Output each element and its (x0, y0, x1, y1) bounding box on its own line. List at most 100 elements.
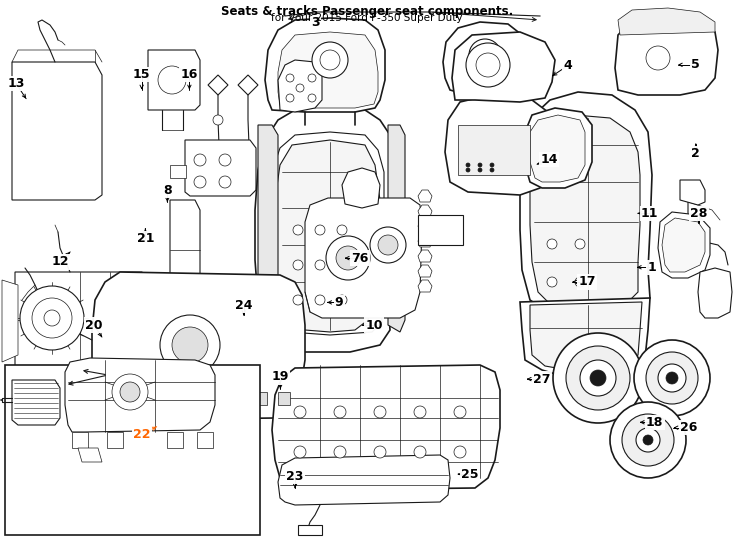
Text: 23: 23 (286, 470, 304, 483)
Polygon shape (205, 392, 217, 405)
Text: 3: 3 (311, 16, 320, 29)
Circle shape (308, 74, 316, 82)
Circle shape (547, 277, 557, 287)
Polygon shape (278, 455, 450, 505)
Polygon shape (418, 265, 432, 277)
Polygon shape (265, 18, 385, 112)
Polygon shape (443, 22, 526, 95)
Circle shape (112, 374, 148, 410)
Circle shape (337, 295, 347, 305)
Polygon shape (170, 200, 200, 292)
Polygon shape (278, 32, 378, 108)
Polygon shape (418, 250, 432, 262)
Circle shape (286, 94, 294, 102)
Polygon shape (342, 168, 380, 208)
Text: 22: 22 (133, 428, 150, 441)
Polygon shape (298, 525, 322, 535)
Polygon shape (662, 218, 705, 272)
Circle shape (219, 176, 231, 188)
Circle shape (378, 235, 398, 255)
Circle shape (478, 168, 482, 172)
Text: 19: 19 (272, 370, 289, 383)
Circle shape (370, 227, 406, 263)
Polygon shape (167, 432, 183, 448)
Text: 12: 12 (51, 255, 69, 268)
Circle shape (490, 168, 494, 172)
Circle shape (374, 406, 386, 418)
Circle shape (213, 115, 223, 125)
Text: 9: 9 (335, 296, 344, 309)
Circle shape (293, 295, 303, 305)
Polygon shape (658, 212, 710, 278)
Bar (418, 215, 463, 245)
Circle shape (646, 46, 670, 70)
Circle shape (643, 435, 653, 445)
Polygon shape (12, 380, 60, 425)
Text: 2: 2 (691, 147, 700, 160)
Polygon shape (520, 298, 650, 378)
Text: 26: 26 (680, 421, 697, 434)
Circle shape (294, 406, 306, 418)
Polygon shape (255, 392, 267, 405)
Circle shape (296, 84, 304, 92)
Circle shape (454, 446, 466, 458)
Polygon shape (305, 198, 422, 318)
Circle shape (414, 406, 426, 418)
Circle shape (286, 74, 294, 82)
Polygon shape (418, 205, 432, 217)
Polygon shape (180, 392, 192, 405)
Circle shape (326, 236, 370, 280)
Polygon shape (698, 268, 732, 318)
Text: Seats & tracks Passenger seat components.: Seats & tracks Passenger seat components… (221, 5, 513, 18)
Circle shape (490, 163, 494, 167)
Polygon shape (2, 280, 18, 362)
Polygon shape (107, 432, 123, 448)
Polygon shape (272, 365, 500, 490)
Text: 1: 1 (647, 261, 656, 274)
Circle shape (293, 225, 303, 235)
Circle shape (219, 154, 231, 166)
Polygon shape (615, 15, 718, 95)
Circle shape (466, 43, 510, 87)
Circle shape (374, 446, 386, 458)
Text: 4: 4 (563, 59, 572, 72)
Circle shape (337, 260, 347, 270)
Circle shape (610, 402, 686, 478)
Text: 24: 24 (235, 299, 252, 312)
Polygon shape (278, 392, 290, 405)
Polygon shape (418, 220, 432, 232)
Polygon shape (275, 140, 380, 332)
Circle shape (476, 53, 500, 77)
Circle shape (634, 340, 710, 416)
Circle shape (32, 298, 72, 338)
Polygon shape (92, 272, 305, 420)
Circle shape (334, 406, 346, 418)
Circle shape (658, 364, 686, 392)
Polygon shape (72, 432, 88, 448)
Circle shape (553, 333, 643, 423)
Text: 14: 14 (540, 153, 558, 166)
Circle shape (293, 260, 303, 270)
Circle shape (44, 310, 60, 326)
Circle shape (590, 370, 606, 386)
Polygon shape (530, 302, 642, 370)
Polygon shape (78, 448, 102, 462)
Polygon shape (418, 280, 432, 292)
Circle shape (666, 372, 678, 384)
Polygon shape (418, 190, 432, 202)
Text: 21: 21 (137, 232, 154, 245)
Polygon shape (268, 132, 384, 335)
Circle shape (454, 406, 466, 418)
Circle shape (469, 39, 501, 71)
Polygon shape (185, 140, 256, 196)
Polygon shape (618, 8, 715, 35)
Circle shape (646, 352, 698, 404)
Circle shape (636, 428, 660, 452)
Circle shape (172, 327, 208, 363)
Polygon shape (255, 105, 395, 352)
Polygon shape (530, 115, 585, 182)
Polygon shape (278, 60, 322, 112)
Circle shape (158, 66, 186, 94)
Circle shape (315, 260, 325, 270)
Polygon shape (680, 180, 705, 205)
